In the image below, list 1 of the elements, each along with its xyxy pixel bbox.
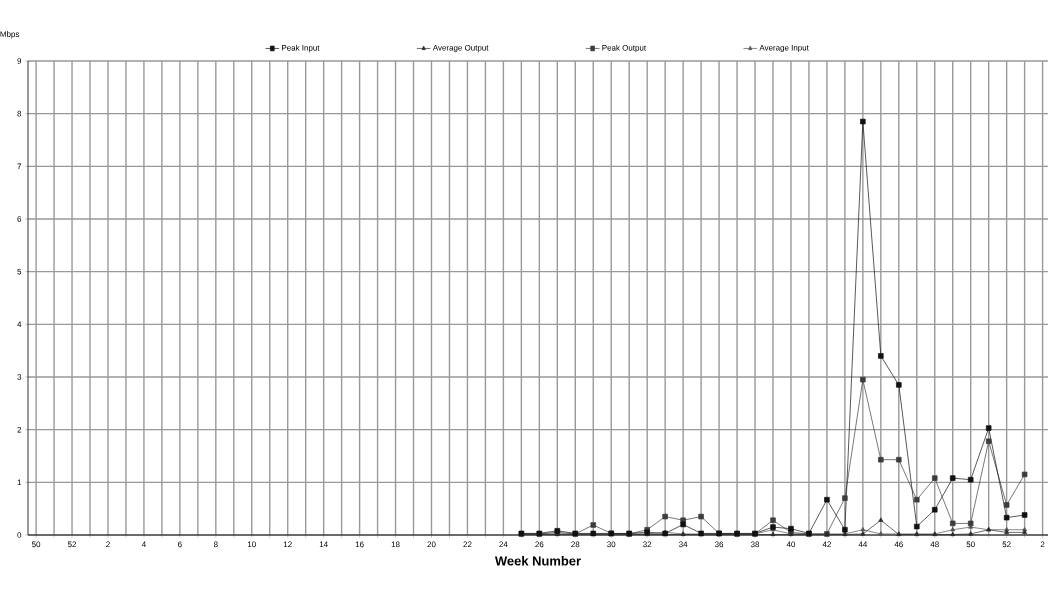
x-axis-title: Week Number: [494, 556, 581, 566]
